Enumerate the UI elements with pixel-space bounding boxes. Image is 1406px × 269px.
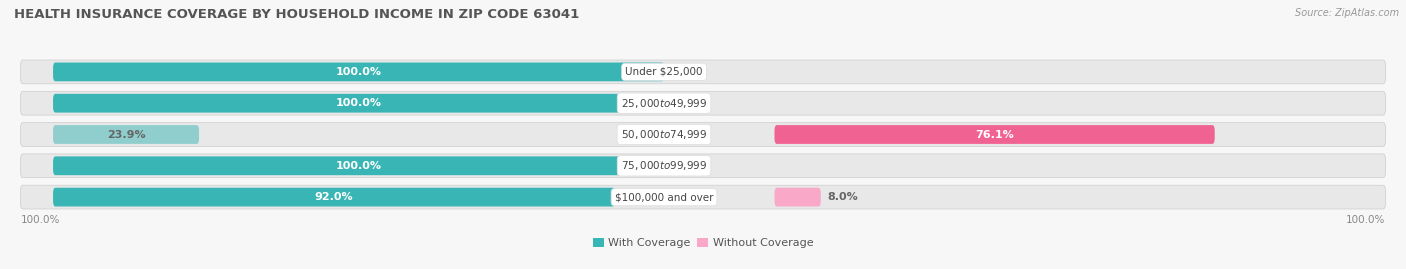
FancyBboxPatch shape	[21, 123, 1385, 146]
FancyBboxPatch shape	[21, 185, 1385, 209]
Text: $50,000 to $74,999: $50,000 to $74,999	[621, 128, 707, 141]
Text: $100,000 and over: $100,000 and over	[614, 192, 713, 202]
FancyBboxPatch shape	[775, 188, 821, 207]
Text: 23.9%: 23.9%	[107, 129, 145, 140]
FancyBboxPatch shape	[775, 125, 1215, 144]
FancyBboxPatch shape	[21, 154, 1385, 178]
FancyBboxPatch shape	[53, 62, 664, 81]
Text: 100.0%: 100.0%	[21, 215, 60, 225]
FancyBboxPatch shape	[21, 91, 1385, 115]
FancyBboxPatch shape	[21, 60, 1385, 84]
Text: 100.0%: 100.0%	[336, 98, 381, 108]
FancyBboxPatch shape	[53, 188, 616, 207]
FancyBboxPatch shape	[53, 125, 200, 144]
Text: 100.0%: 100.0%	[1346, 215, 1385, 225]
Text: 100.0%: 100.0%	[336, 67, 381, 77]
Text: Source: ZipAtlas.com: Source: ZipAtlas.com	[1295, 8, 1399, 18]
Text: HEALTH INSURANCE COVERAGE BY HOUSEHOLD INCOME IN ZIP CODE 63041: HEALTH INSURANCE COVERAGE BY HOUSEHOLD I…	[14, 8, 579, 21]
FancyBboxPatch shape	[53, 94, 664, 113]
Text: 92.0%: 92.0%	[315, 192, 353, 202]
Text: 100.0%: 100.0%	[336, 161, 381, 171]
Legend: With Coverage, Without Coverage: With Coverage, Without Coverage	[588, 234, 818, 253]
Text: 8.0%: 8.0%	[827, 192, 858, 202]
Text: 76.1%: 76.1%	[976, 129, 1014, 140]
Text: $25,000 to $49,999: $25,000 to $49,999	[621, 97, 707, 110]
Text: Under $25,000: Under $25,000	[626, 67, 703, 77]
Text: $75,000 to $99,999: $75,000 to $99,999	[621, 159, 707, 172]
FancyBboxPatch shape	[53, 156, 664, 175]
